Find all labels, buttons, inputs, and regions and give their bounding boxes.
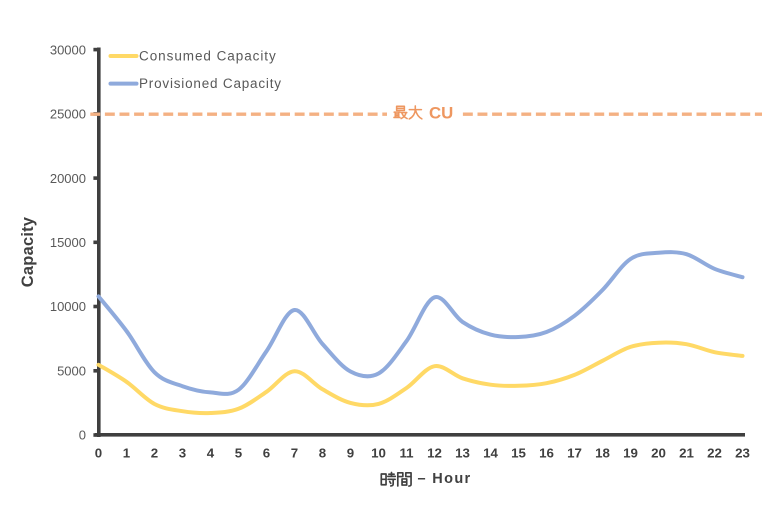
svg-text:5000: 5000 — [57, 364, 86, 379]
svg-text:Provisioned Capacity: Provisioned Capacity — [139, 76, 282, 91]
svg-text:18: 18 — [595, 446, 610, 461]
svg-text:0: 0 — [95, 446, 102, 461]
svg-text:10: 10 — [371, 446, 386, 461]
svg-text:7: 7 — [291, 446, 298, 461]
svg-text:16: 16 — [539, 446, 554, 461]
svg-text:11: 11 — [399, 446, 414, 461]
svg-text:8: 8 — [319, 446, 326, 461]
svg-text:5: 5 — [235, 446, 243, 461]
svg-text:25000: 25000 — [50, 107, 86, 122]
svg-text:9: 9 — [347, 446, 354, 461]
svg-text:15: 15 — [511, 446, 526, 461]
svg-text:0: 0 — [79, 428, 86, 443]
svg-text:CU: CU — [429, 104, 453, 123]
svg-text:19: 19 — [623, 446, 638, 461]
svg-text:10000: 10000 — [50, 299, 86, 314]
svg-text:13: 13 — [455, 446, 470, 461]
svg-text:15000: 15000 — [50, 235, 86, 250]
svg-text:6: 6 — [263, 446, 270, 461]
svg-text:Consumed Capacity: Consumed Capacity — [139, 48, 277, 63]
svg-text:17: 17 — [567, 446, 582, 461]
svg-text:Capacity: Capacity — [19, 216, 37, 287]
svg-text:– Hour: – Hour — [418, 471, 472, 487]
svg-text:20: 20 — [651, 446, 666, 461]
svg-text:23: 23 — [735, 446, 750, 461]
svg-text:3: 3 — [179, 446, 186, 461]
svg-text:21: 21 — [679, 446, 694, 461]
svg-text:14: 14 — [483, 446, 498, 461]
svg-text:12: 12 — [427, 446, 442, 461]
svg-text:4: 4 — [207, 446, 215, 461]
svg-text:20000: 20000 — [50, 171, 86, 186]
svg-text:2: 2 — [151, 446, 158, 461]
svg-text:1: 1 — [123, 446, 131, 461]
svg-text:30000: 30000 — [50, 42, 86, 57]
svg-text:22: 22 — [707, 446, 722, 461]
